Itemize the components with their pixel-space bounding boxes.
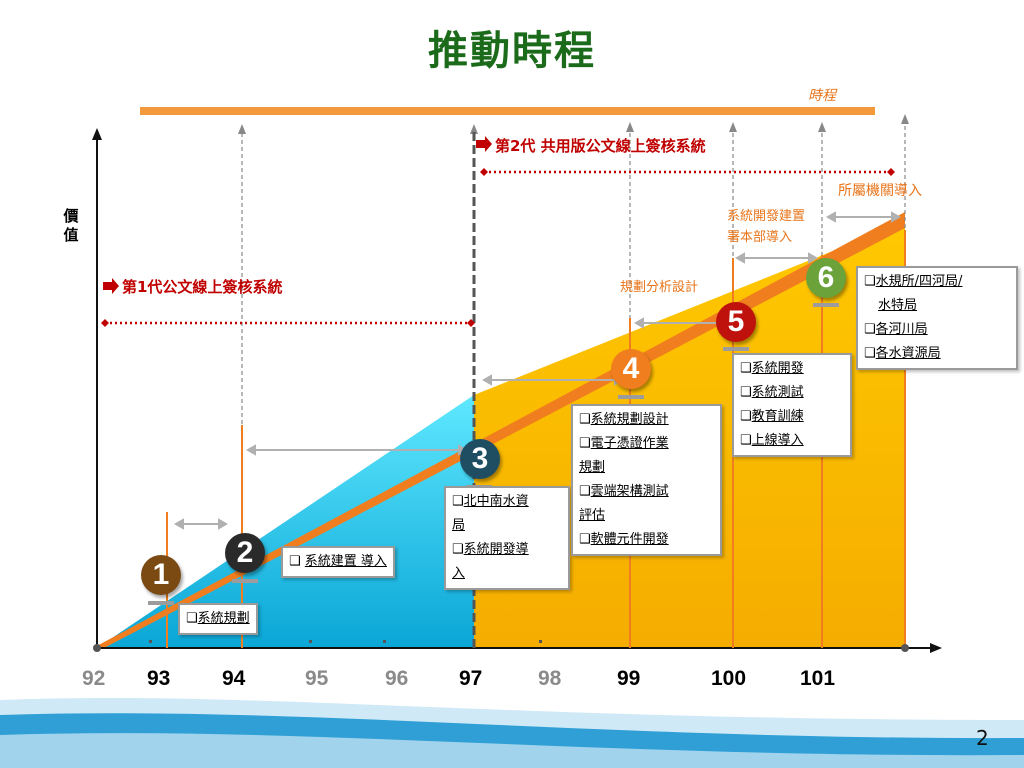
- step-4-item: ❑軟體元件開發: [579, 532, 669, 547]
- step-2-box: ❑ 系統建置 導入: [281, 546, 395, 578]
- step-3-item-cont: 局: [452, 518, 466, 533]
- step-1-item: ❑系統規劃: [186, 611, 250, 626]
- step-2-item: ❑ 系統建置 導入: [289, 554, 387, 569]
- step-5-item: ❑上線導入: [740, 433, 804, 448]
- year-label: 93: [147, 667, 171, 690]
- phase1-arrow-icon: [103, 278, 119, 294]
- phase2-arrow-icon: [476, 136, 492, 152]
- step-3-item-cont: 入: [452, 566, 466, 581]
- sysdev-label-line2: 署本部導入: [727, 230, 793, 245]
- step-4-item: ❑電子憑證作業: [579, 436, 669, 451]
- step-4-badge: 4: [611, 349, 651, 389]
- year-label: 99: [617, 667, 641, 690]
- step-3-badge: 3: [460, 439, 500, 479]
- value-axis-label: 價值: [63, 207, 79, 244]
- step-3-item: ❑系統開發導: [452, 542, 529, 557]
- step-1-badge: 1: [141, 555, 181, 595]
- step-5-box: ❑系統開發 ❑系統測試 ❑教育訓練 ❑上線導入: [732, 353, 852, 457]
- step-6-item: ❑水規所/四河局/: [864, 274, 963, 289]
- page-title: 推動時程: [428, 27, 596, 74]
- agency-rollout-label: 所屬機關導入: [838, 183, 922, 199]
- step-6-item-cont: 水特局: [878, 298, 918, 313]
- step-6-box: ❑水規所/四河局/ 水特局 ❑各河川局 ❑各水資源局: [856, 266, 1018, 370]
- year-label: 100: [711, 667, 747, 690]
- year-label: 92: [82, 667, 106, 690]
- step-6-item: ❑各水資源局: [864, 346, 941, 361]
- year-label: 97: [459, 667, 483, 690]
- timeline-bar: [140, 107, 875, 115]
- value-trend-band: [93, 212, 905, 648]
- step-4-item-cont: 評估: [579, 508, 606, 523]
- step-6-badge: 6: [806, 258, 846, 298]
- sysdev-label-line1: 系統開發建置: [727, 209, 806, 224]
- step-1-box: ❑系統規劃: [178, 603, 258, 635]
- step-3-box: ❑北中南水資 局 ❑系統開發導 入: [444, 486, 570, 590]
- step-5-item: ❑教育訓練: [740, 409, 804, 424]
- year-label: 101: [800, 667, 836, 690]
- timeline-label: 時程: [808, 88, 836, 104]
- step-5-item: ❑系統開發: [740, 361, 804, 376]
- step-4-item: ❑系統規劃設計: [579, 412, 669, 427]
- step-4-box: ❑系統規劃設計 ❑電子憑證作業 規劃 ❑雲端架構測試 評估 ❑軟體元件開發: [571, 404, 722, 556]
- step-5-badge: 5: [716, 302, 756, 342]
- year-label: 96: [385, 667, 409, 690]
- step-2-badge: 2: [225, 533, 265, 573]
- step-4-item: ❑雲端架構測試: [579, 484, 669, 499]
- phase1-label: 第1代公文線上簽核系統: [122, 278, 283, 296]
- step-3-item: ❑北中南水資: [452, 494, 529, 509]
- planning-label: 規劃分析設計: [620, 280, 699, 295]
- phase2-label: 第2代 共用版公文線上簽核系統: [495, 137, 706, 155]
- step-6-item: ❑各河川局: [864, 322, 928, 337]
- year-label: 94: [222, 667, 246, 690]
- phase1-area: [97, 395, 474, 648]
- year-label: 98: [538, 667, 562, 690]
- year-label: 95: [305, 667, 329, 690]
- page-number: 2: [976, 726, 989, 750]
- step-4-item-cont: 規劃: [579, 460, 606, 475]
- step-5-item: ❑系統測試: [740, 385, 804, 400]
